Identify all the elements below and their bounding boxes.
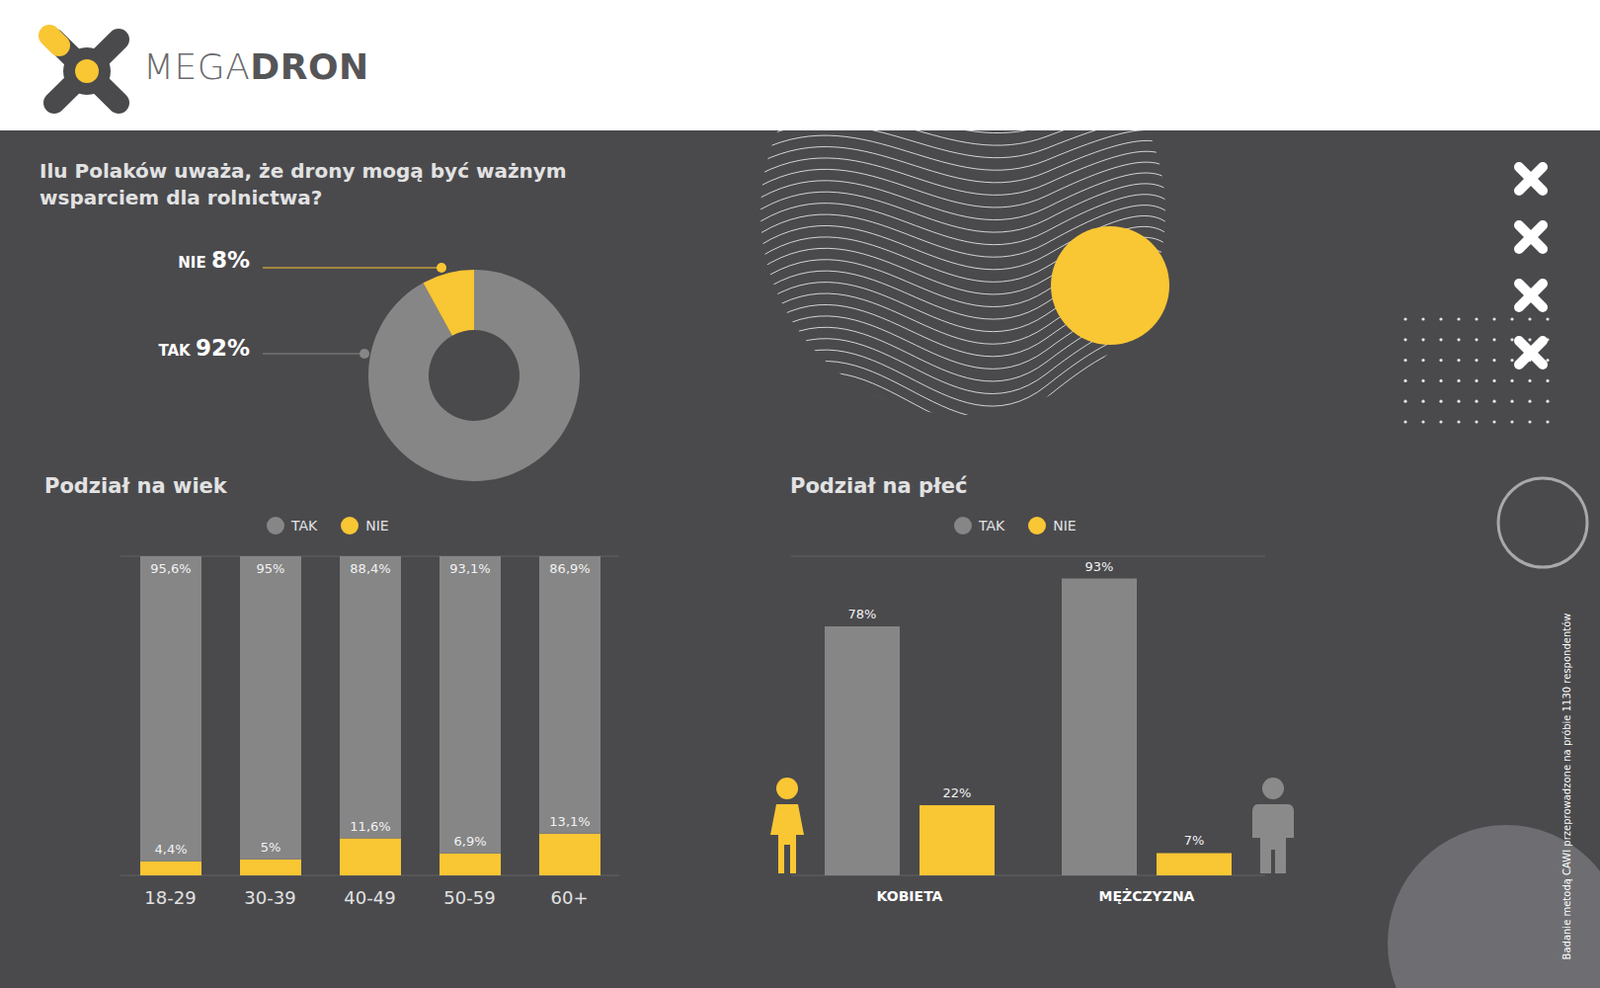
svg-text:11,6%: 11,6% — [349, 818, 391, 834]
svg-text:93,1%: 93,1% — [449, 560, 490, 576]
svg-text:78%: 78% — [848, 606, 878, 622]
svg-text:86,9%: 86,9% — [549, 560, 590, 576]
html-text:TAK: TAK — [978, 517, 1005, 534]
svg-text:30-39: 30-39 — [243, 886, 296, 908]
html-text:Ilu Polaków uważa, że drony mo: Ilu Polaków uważa, że drony mogą być waż… — [39, 159, 567, 210]
html-text:Podział na wiek: Podział na wiek — [44, 474, 227, 498]
svg-text:95%: 95% — [256, 560, 286, 576]
svg-text:50-59: 50-59 — [443, 886, 495, 908]
html-text:MEGA DRON: MEGA DRON — [143, 46, 370, 87]
svg-text:MĘŻCZYZNA: MĘŻCZYZNA — [1099, 887, 1196, 904]
svg-text:93%: 93% — [1085, 559, 1115, 574]
html-text:NIE: NIE — [365, 517, 389, 534]
svg-text:88,4%: 88,4% — [349, 560, 391, 576]
svg-text:4,4%: 4,4% — [154, 841, 187, 857]
svg-text:Badanie metodą CAWI przeprowad: Badanie metodą CAWI przeprowadzone na pr… — [1561, 613, 1573, 960]
svg-text:TAK 92%: TAK 92% — [158, 334, 250, 361]
svg-text:95,6%: 95,6% — [150, 560, 191, 576]
svg-text:60+: 60+ — [551, 886, 589, 908]
html-text:NIE: NIE — [1053, 517, 1077, 534]
svg-text:7%: 7% — [1184, 832, 1205, 848]
svg-text:NIE 8%: NIE 8% — [177, 246, 250, 273]
svg-text:18-29: 18-29 — [144, 886, 196, 908]
svg-text:13,1%: 13,1% — [549, 813, 590, 829]
svg-text:5%: 5% — [260, 839, 282, 855]
html-text:TAK: TAK — [291, 517, 318, 534]
svg-text:40-49: 40-49 — [343, 886, 396, 908]
svg-text:22%: 22% — [943, 785, 972, 800]
svg-text:6,9%: 6,9% — [453, 833, 486, 849]
svg-text:KOBIETA: KOBIETA — [877, 887, 944, 904]
html-text:Podział na płeć: Podział na płeć — [790, 474, 968, 498]
